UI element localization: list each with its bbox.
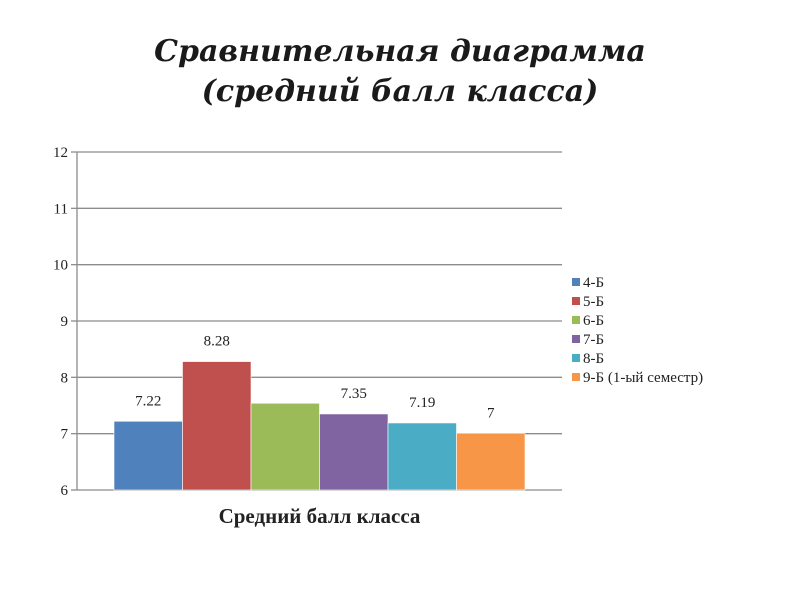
- data-labels: 7.22 8.28 7.35 7.19 7: [135, 334, 495, 422]
- legend-swatch-8-Б: [572, 354, 580, 362]
- y-tick-label-8: 8: [61, 370, 69, 386]
- legend-swatch-7-Б: [572, 335, 580, 343]
- bars: [113, 361, 526, 491]
- legend-label-8-Б: 8-Б: [583, 351, 604, 367]
- y-tick-label-12: 12: [53, 145, 68, 161]
- data-label-9-Б (1-ый семестр): 7: [487, 406, 495, 422]
- legend-label-7-Б: 7-Б: [583, 332, 604, 348]
- x-axis-label: Средний балл класса: [219, 504, 421, 528]
- legend: 4-Б 5-Б 6-Б 7-Б 8-Б 9-Б (1-ый семестр): [572, 275, 703, 386]
- y-tick-label-9: 9: [61, 314, 69, 330]
- legend-label-6-Б: 6-Б: [583, 313, 604, 329]
- bar-5-Б: [182, 361, 252, 491]
- data-label-4-Б: 7.22: [135, 393, 161, 409]
- legend-label-5-Б: 5-Б: [583, 294, 604, 310]
- legend-swatch-9-Б (1-ый семестр): [572, 373, 580, 381]
- legend-label-9-Б (1-ый семестр): 9-Б (1-ый семестр): [583, 370, 703, 386]
- y-axis-tick-labels: 6 7 8 9 10 11 12: [53, 145, 69, 499]
- data-label-7-Б: 7.35: [341, 386, 367, 402]
- y-tick-label-6: 6: [61, 483, 69, 499]
- data-label-5-Б: 8.28: [204, 334, 230, 350]
- bar-4-Б: [113, 420, 183, 491]
- y-tick-label-7: 7: [61, 427, 69, 443]
- legend-swatch-5-Б: [572, 297, 580, 305]
- y-tick-label-10: 10: [53, 258, 68, 274]
- bar-8-Б: [387, 422, 457, 491]
- slide-title-line-1: Сравнительная диаграмма: [154, 34, 646, 69]
- legend-swatch-6-Б: [572, 316, 580, 324]
- legend-label-4-Б: 4-Б: [583, 275, 604, 291]
- data-label-8-Б: 7.19: [409, 395, 435, 411]
- bar-9-Б (1-ый семестр): [456, 433, 526, 491]
- slide-title: Сравнительная диаграмма (средний балл кл…: [0, 32, 800, 112]
- y-tick-label-11: 11: [54, 201, 68, 217]
- bar-7-Б: [319, 413, 389, 491]
- slide-title-line-2: (средний балл класса): [201, 74, 599, 109]
- bar-6-Б: [250, 402, 320, 491]
- legend-swatch-4-Б: [572, 278, 580, 286]
